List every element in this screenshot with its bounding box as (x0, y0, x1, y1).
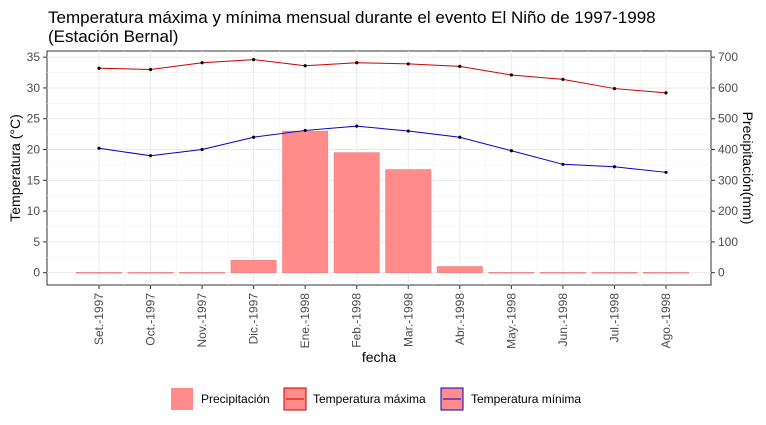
point-temp-max (561, 77, 565, 81)
y-right-tick-label: 200 (718, 204, 738, 218)
x-tick-label: Nov.-1997 (195, 293, 209, 348)
point-temp-max (200, 61, 204, 65)
bar-precipitation (539, 272, 586, 274)
point-temp-max (355, 61, 359, 65)
y-right-tick-label: 300 (718, 173, 738, 187)
point-temp-min (303, 128, 307, 133)
legend-label: Precipitación (201, 392, 270, 406)
y-tick-label: 10 (27, 204, 41, 218)
x-tick-label: Mar.-1998 (401, 293, 415, 347)
legend-label: Temperatura máxima (313, 392, 426, 406)
legend: Precipitación Temperatura máxima Temperatu… (171, 387, 581, 411)
x-tick-label: May.-1998 (504, 293, 518, 349)
bar-precipitation (643, 272, 689, 274)
y-right-tick-label: 400 (718, 143, 738, 157)
point-temp-max (458, 64, 462, 68)
y-tick-label: 35 (27, 50, 41, 64)
y-tick-label: 15 (27, 173, 41, 187)
y-axis-right-title: Precipitación(mm) (740, 112, 756, 225)
x-tick-label: Jul.-1998 (607, 293, 621, 343)
bar-precipitation (436, 266, 483, 273)
x-tick-label: Ene.-1998 (298, 293, 312, 349)
point-temp-max (406, 62, 410, 66)
temperature-lines (97, 58, 668, 174)
axes: 0 5 10 15 20 25 30 35 0 100 200 300 400 500 600 700 Set.… (27, 50, 739, 349)
x-tick-label: Feb.-1998 (350, 293, 364, 348)
point-temp-max (148, 67, 153, 72)
y-right-tick-label: 0 (718, 266, 725, 280)
legend-key-precipitation (171, 388, 193, 410)
bar-precipitation (488, 272, 535, 274)
point-temp-max (612, 86, 617, 91)
point-temp-max (303, 64, 307, 68)
y-tick-label: 25 (27, 112, 41, 126)
line-temp-min (98, 125, 667, 173)
point-temp-min (355, 124, 359, 128)
y-tick-label: 30 (27, 81, 41, 95)
line-temp-max (98, 59, 667, 94)
bar-precipitation (282, 130, 329, 273)
x-axis-title: fecha (362, 349, 396, 365)
bar-precipitation (591, 272, 638, 274)
chart-title: Temperatura máxima y mínima mensual dura… (48, 8, 656, 27)
point-temp-min (612, 165, 617, 169)
y-right-tick-label: 500 (718, 112, 738, 126)
x-tick-label: Jun.-1998 (556, 293, 570, 347)
y-tick-label: 0 (33, 266, 40, 280)
bar-precipitation (127, 272, 174, 274)
point-temp-min (509, 149, 513, 153)
y-axis-title: Temperatura (°C) (7, 114, 23, 222)
point-temp-min (148, 154, 153, 158)
point-temp-min (664, 170, 668, 174)
y-tick-label: 5 (33, 235, 40, 249)
bar-precipitation (76, 272, 122, 274)
point-temp-max (252, 58, 256, 62)
bar-precipitation (385, 169, 432, 273)
x-tick-label: Ago.-1998 (659, 293, 673, 349)
bar-precipitation (333, 152, 380, 273)
point-temp-max (97, 66, 101, 70)
point-temp-min (200, 147, 204, 152)
y-tick-label: 20 (27, 143, 41, 157)
y-right-tick-label: 700 (718, 50, 738, 64)
bar-precipitation (230, 260, 277, 273)
y-right-tick-label: 600 (718, 81, 738, 95)
x-tick-label: Oct.-1997 (144, 293, 158, 346)
precipitation-bars (76, 130, 689, 274)
point-temp-max (664, 91, 668, 95)
point-temp-max (509, 73, 513, 77)
x-tick-label: Set.-1997 (92, 293, 106, 345)
point-temp-min (406, 129, 410, 133)
point-temp-min (458, 135, 462, 139)
point-temp-min (561, 162, 565, 166)
point-temp-min (97, 146, 101, 150)
chart-subtitle: (Estación Bernal) (48, 27, 178, 46)
x-tick-label: Abr.-1998 (453, 293, 467, 345)
x-tick-label: Dic.-1997 (247, 293, 261, 345)
bar-precipitation (179, 272, 226, 274)
point-temp-min (252, 135, 256, 139)
y-right-tick-label: 100 (718, 235, 738, 249)
legend-label: Temperatura mínima (471, 392, 581, 406)
